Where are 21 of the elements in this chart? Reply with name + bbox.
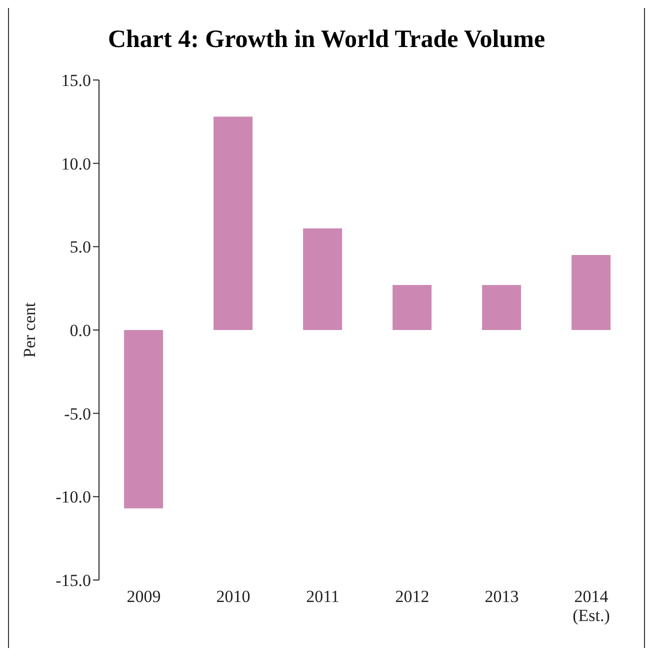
bar [124, 330, 164, 508]
y-tick-label: 5.0 [70, 238, 91, 257]
bar [482, 285, 522, 330]
x-tick-label: 2011 [306, 587, 340, 606]
x-tick-label: 2010 [216, 587, 250, 606]
bar [572, 255, 611, 330]
x-tick-label: 2014 (Est.) [572, 587, 610, 625]
x-tick-label: 2013 [484, 587, 519, 606]
bar [392, 285, 432, 330]
y-tick-label: 0.0 [70, 321, 91, 340]
bar [214, 116, 253, 330]
y-axis-title: Per cent [20, 302, 40, 358]
y-tick-label: -5.0 [64, 404, 91, 424]
y-tick-label: -10.0 [56, 488, 91, 507]
y-tick-label: -15.0 [56, 571, 91, 590]
x-tick-label: 2012 [395, 587, 430, 606]
y-tick-label: 15.0 [61, 71, 91, 90]
chart-title: Chart 4: Growth in World Trade Volume [106, 25, 546, 55]
y-tick-label: 10.0 [61, 154, 91, 174]
bar [303, 228, 342, 330]
x-tick-label: 2009 [126, 587, 161, 606]
